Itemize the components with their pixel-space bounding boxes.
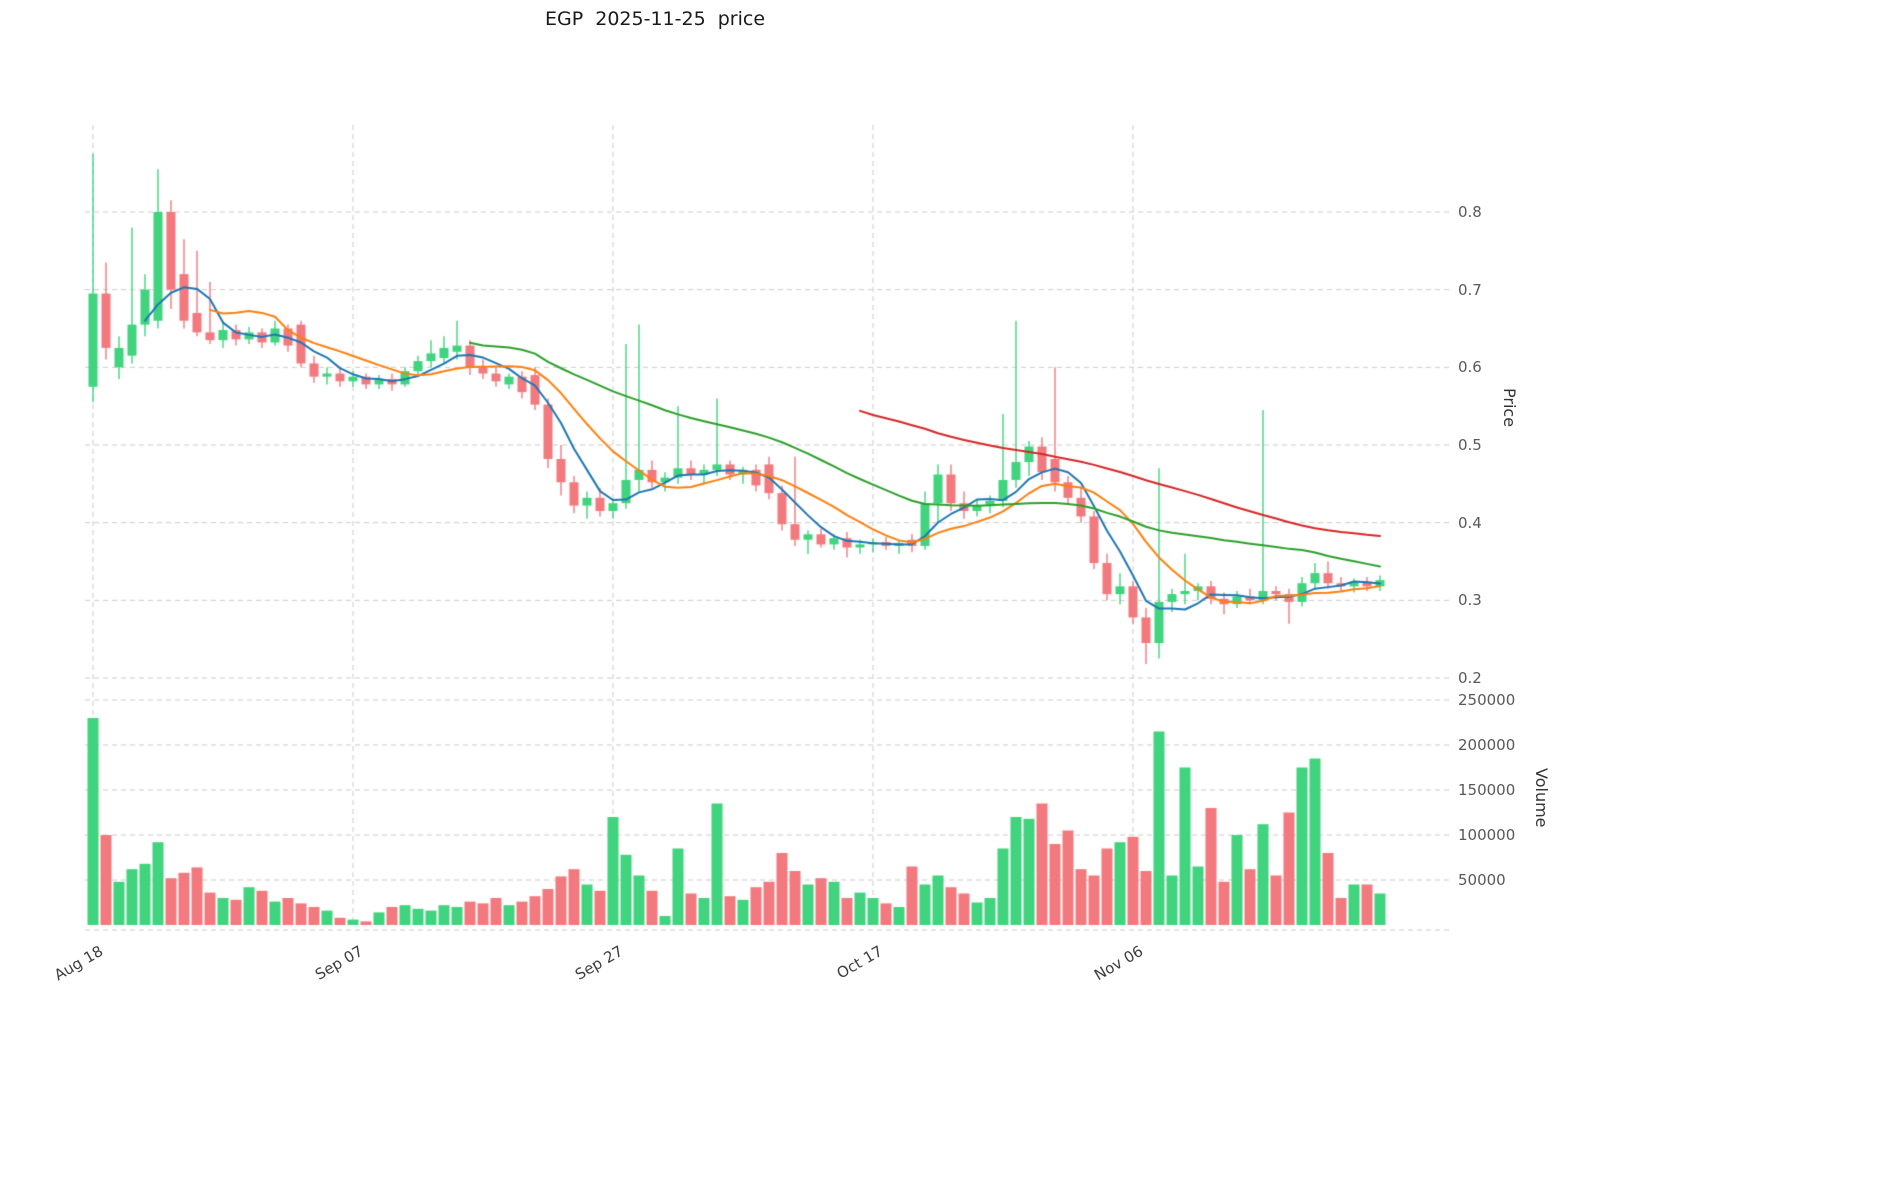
volume-tick-label: 100000 [1458,826,1516,844]
chart-title: EGP 2025-11-25 price [544,8,766,30]
price-tick-label: 0.7 [1458,281,1482,299]
price-tick-label: 0.2 [1458,669,1482,687]
price-tick-label: 0.4 [1458,514,1482,532]
price-tick-label: 0.3 [1458,591,1482,609]
volume-tick-label: 200000 [1458,736,1516,754]
price-tick-label: 0.6 [1458,358,1482,376]
volume-tick-label: 150000 [1458,781,1516,799]
volume-tick-label: 50000 [1458,871,1506,889]
price-tick-label: 0.8 [1458,203,1482,221]
price-tick-label: 0.5 [1458,436,1482,454]
volume-tick-label: 250000 [1458,691,1516,709]
price-axis-title: Price [1500,388,1519,428]
volume-axis-title: Volume [1532,768,1551,828]
